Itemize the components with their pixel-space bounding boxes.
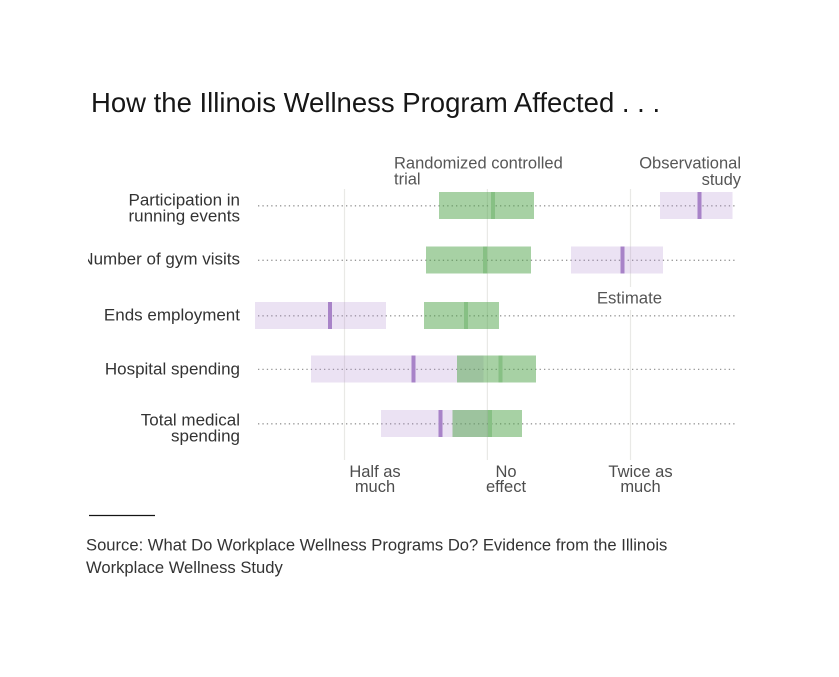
- svg-text:running events: running events: [128, 207, 240, 226]
- svg-text:much: much: [620, 478, 660, 496]
- svg-text:Workplace Wellness Study: Workplace Wellness Study: [86, 558, 283, 577]
- svg-text:Source: What Do Workplace Well: Source: What Do Workplace Wellness Progr…: [86, 536, 667, 555]
- svg-text:Twice as: Twice as: [608, 463, 672, 481]
- svg-text:spending: spending: [171, 426, 240, 445]
- svg-text:Observational: Observational: [639, 155, 741, 173]
- svg-text:study: study: [702, 171, 742, 189]
- svg-text:Estimate: Estimate: [597, 289, 662, 308]
- svg-text:Total medical: Total medical: [141, 411, 240, 430]
- svg-text:No: No: [495, 463, 516, 481]
- svg-text:Ends employment: Ends employment: [104, 305, 240, 324]
- svg-text:Number of gym visits: Number of gym visits: [81, 249, 240, 268]
- svg-text:trial: trial: [394, 171, 421, 189]
- svg-text:effect: effect: [486, 478, 526, 496]
- svg-text:How the Illinois Wellness Prog: How the Illinois Wellness Program Affect…: [91, 87, 660, 118]
- svg-text:Hospital spending: Hospital spending: [105, 359, 240, 378]
- svg-text:Participation in: Participation in: [128, 191, 240, 210]
- svg-text:Randomized controlled: Randomized controlled: [394, 155, 563, 173]
- svg-text:much: much: [355, 478, 395, 496]
- svg-text:Half as: Half as: [349, 463, 400, 481]
